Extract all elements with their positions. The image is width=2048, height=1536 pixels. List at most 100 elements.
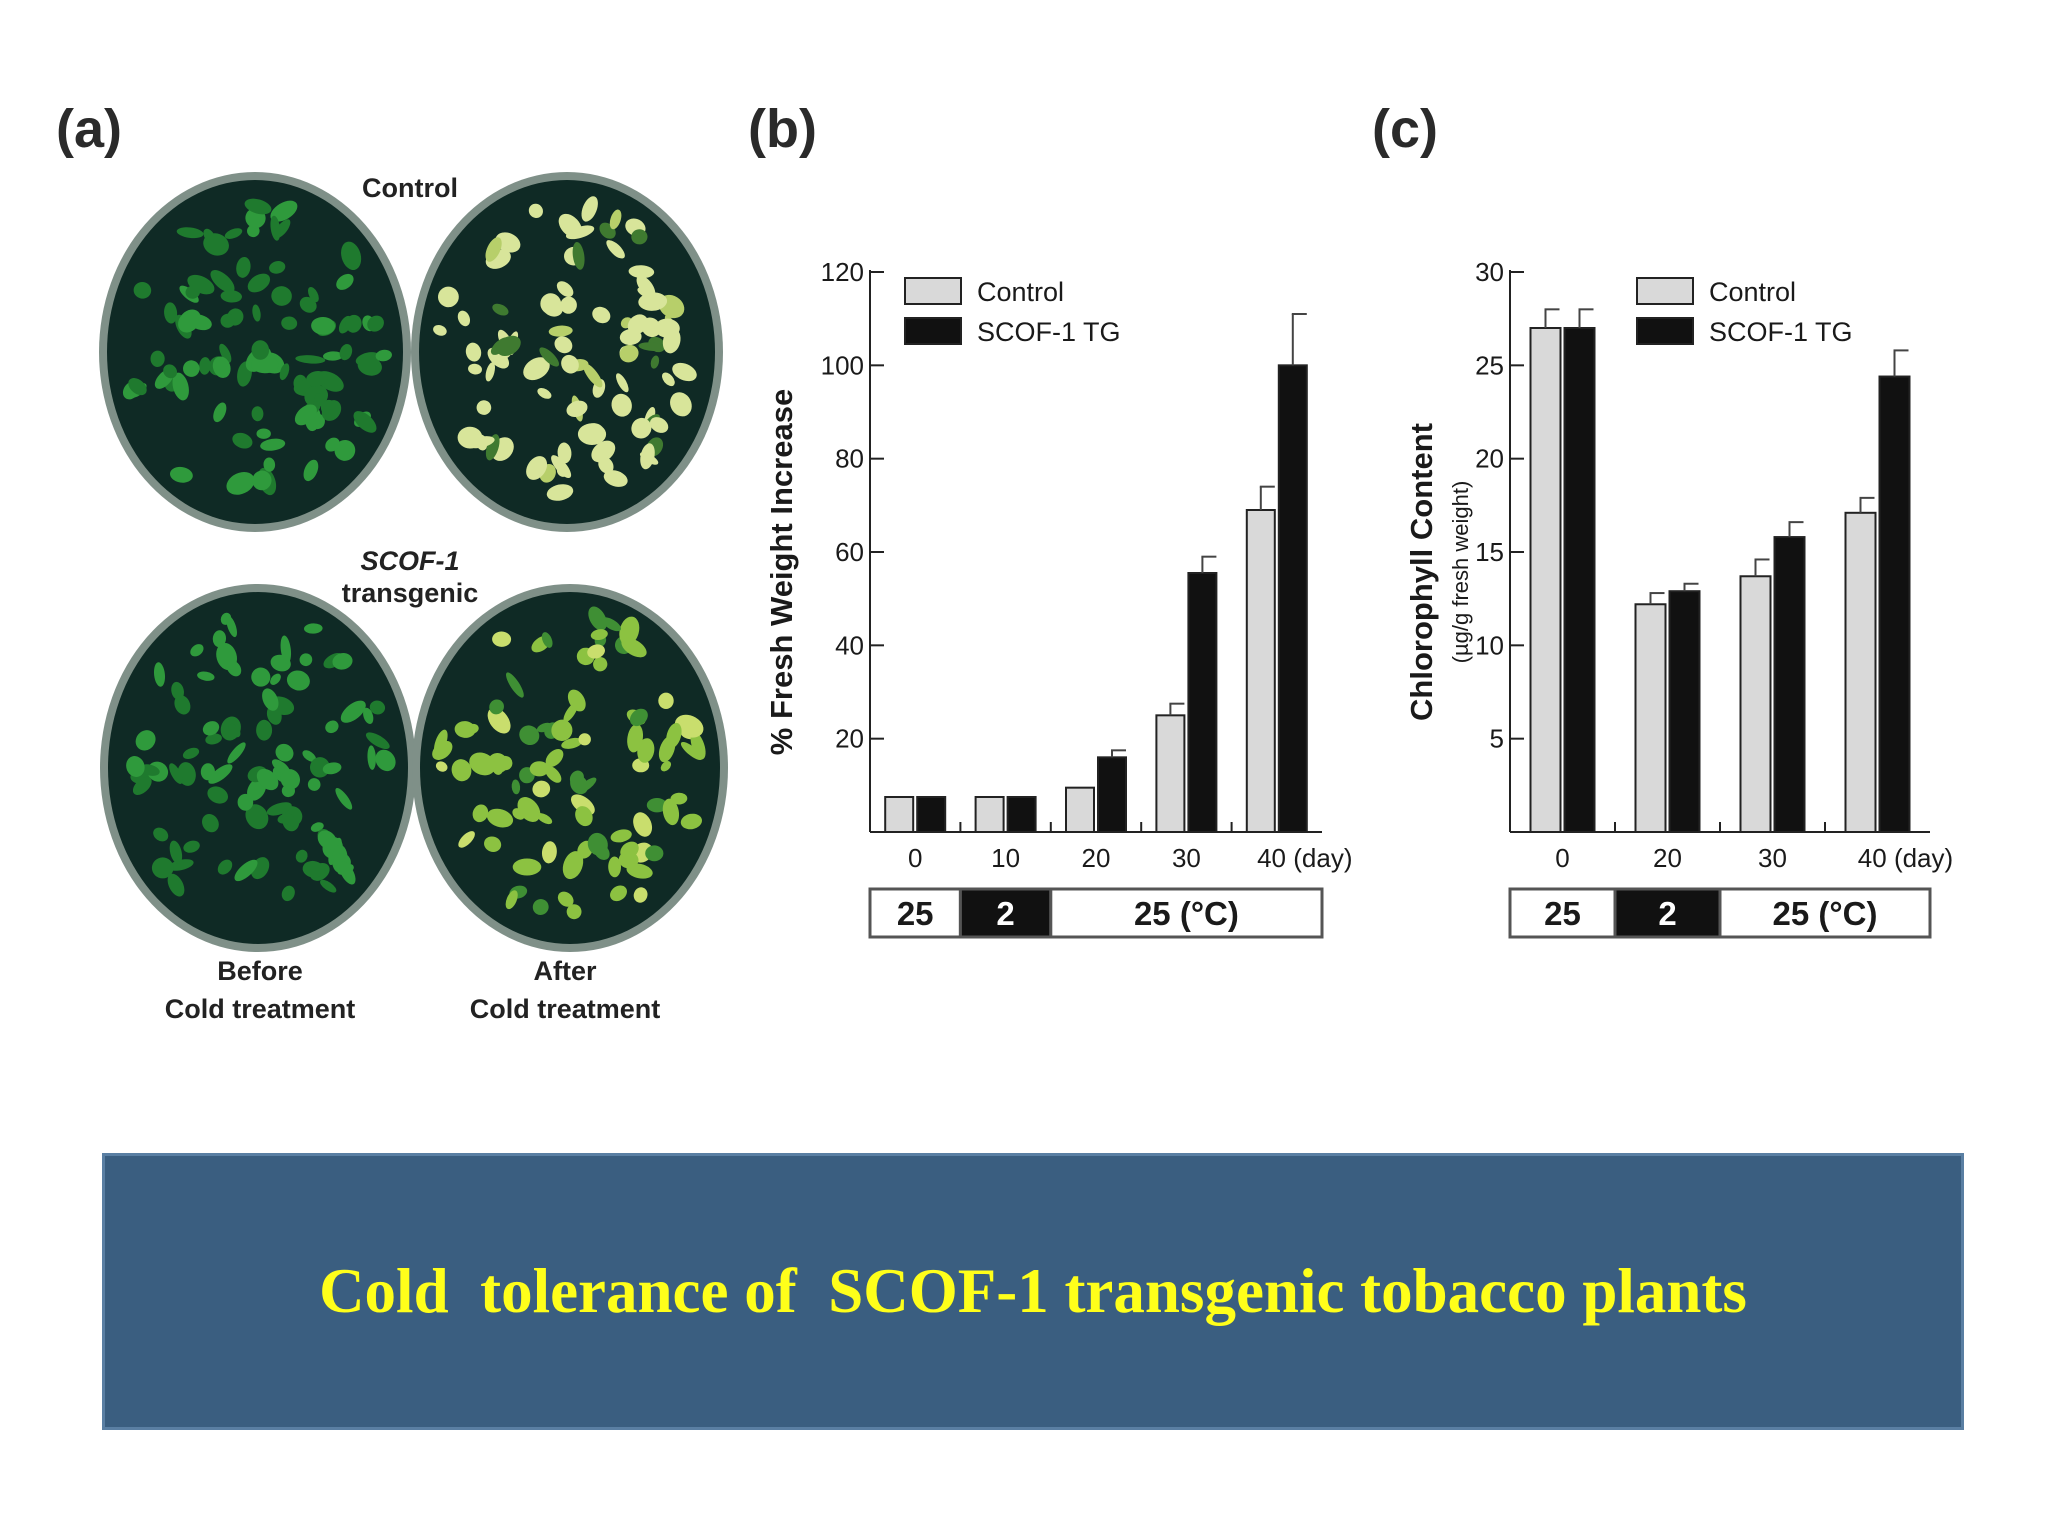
seedling-leaf	[662, 372, 675, 387]
seedling-leaf	[339, 861, 356, 885]
seedling-leaf	[266, 802, 292, 816]
seedling-leaf	[266, 705, 282, 725]
seedling-leaf	[236, 256, 251, 278]
temperature-label: 25 (°C)	[1134, 895, 1239, 932]
seedling-leaf	[345, 314, 362, 333]
seedling-leaf	[367, 745, 376, 770]
seedling-leaf	[203, 233, 229, 256]
seedling-leaf	[578, 777, 597, 793]
label-before-line1: Before	[217, 956, 303, 986]
temperature-segment	[1613, 887, 1722, 939]
seedling-leaf	[169, 466, 193, 483]
plate-transgenic-after	[412, 584, 728, 952]
seedling-leaf	[302, 860, 325, 878]
bar-control	[884, 796, 915, 833]
seedling-leaf	[621, 637, 647, 658]
bar-scof-1-tg	[1878, 375, 1911, 833]
seedling-leaf	[541, 632, 553, 648]
seedling-leaf	[680, 813, 703, 830]
legend-swatch	[904, 277, 962, 305]
seedling-leaf	[645, 845, 664, 862]
seedling-leaf	[322, 762, 342, 775]
seedling-leaf	[526, 456, 548, 480]
seedling-leaf	[626, 863, 653, 879]
seedling-leaf	[172, 372, 189, 401]
y-tick-label: 20	[835, 724, 864, 754]
label-before-line2: Cold treatment	[164, 994, 356, 1024]
seedling-leaf	[365, 732, 390, 750]
temperature-segment	[1508, 887, 1617, 939]
seedling-leaf	[286, 670, 310, 691]
seedling-leaf	[281, 784, 295, 798]
legend-label: Control	[977, 277, 1064, 307]
seedling-leaf	[610, 829, 632, 843]
seedling-leaf	[529, 761, 549, 777]
bar-scof-1-tg	[1006, 796, 1037, 833]
seedling-leaf	[517, 797, 541, 822]
bar-scof-1-tg	[1563, 327, 1596, 833]
seedling-leaf	[554, 336, 573, 354]
seedling-leaf	[670, 392, 692, 417]
seedling-leaf	[176, 227, 204, 239]
seedling-leaf	[486, 808, 514, 828]
temperature-segment	[1049, 887, 1324, 939]
seedling-leaf	[295, 355, 326, 364]
seedling-leaf	[558, 213, 582, 238]
caption-banner: Cold tolerance of SCOF-1 transgenic toba…	[102, 1153, 1964, 1430]
seedling-leaf	[217, 859, 233, 875]
seedling-leaf	[608, 856, 622, 878]
seedling-leaf	[169, 763, 183, 784]
seedling-leaf	[232, 432, 253, 449]
seedling-leaf	[207, 786, 229, 804]
seedling-leaf	[587, 832, 608, 856]
seedling-leaf	[609, 209, 622, 230]
seedling-leaf	[487, 707, 511, 734]
seedling-leaf	[588, 606, 607, 631]
seedling-leaf	[190, 644, 204, 657]
y-tick-label: 100	[821, 350, 864, 380]
seedling-leaf	[593, 657, 608, 672]
seedling-leaf	[616, 373, 629, 393]
seedling-leaf	[572, 242, 585, 270]
seedling-leaf	[307, 778, 321, 791]
y-tick-label: 15	[1475, 537, 1504, 567]
seedling-leaf	[433, 729, 448, 755]
seedling-leaf	[182, 360, 200, 377]
seedling-leaf	[541, 841, 557, 864]
seedling-leaf	[658, 692, 674, 709]
seedling-leaf	[548, 325, 573, 337]
panel-b-letter: (b)	[748, 99, 817, 159]
seedling-leaf	[205, 733, 222, 745]
panel-a-letter: (a)	[56, 99, 122, 159]
seedling-leaf	[280, 635, 292, 664]
bar-control	[1739, 575, 1772, 833]
seedling-leaf	[336, 273, 354, 290]
seedling-leaf	[201, 813, 219, 833]
seedling-leaf	[139, 764, 160, 776]
seedling-leaf	[339, 343, 353, 361]
legend-label: Control	[1709, 277, 1796, 307]
seedling-leaf	[169, 840, 183, 864]
plate-transgenic-before	[100, 584, 416, 952]
seedling-leaf	[540, 293, 562, 315]
seedling-leaf	[153, 662, 166, 687]
seedling-leaf	[227, 742, 246, 764]
seedling-leaf	[237, 793, 254, 811]
seedling-leaf	[320, 879, 337, 893]
seedling-leaf	[590, 629, 608, 641]
seedling-leaf	[562, 851, 584, 880]
bar-control	[1155, 714, 1186, 833]
seedling-leaf	[174, 695, 191, 715]
seedling-leaf	[544, 765, 562, 783]
seedling-leaf	[247, 273, 271, 293]
seedling-leaf	[256, 768, 279, 791]
seedling-leaf	[151, 857, 174, 879]
seedling-leaf	[262, 688, 279, 711]
y-axis-label: Chlorophyll Content	[1404, 423, 1439, 721]
seedling-leaf	[334, 439, 356, 461]
temperature-label: 25	[897, 895, 934, 932]
seedling-leaf	[690, 731, 706, 760]
seedling-leaf	[199, 357, 211, 375]
seedling-leaf	[650, 355, 660, 369]
y-tick-label: 30	[1475, 257, 1504, 287]
